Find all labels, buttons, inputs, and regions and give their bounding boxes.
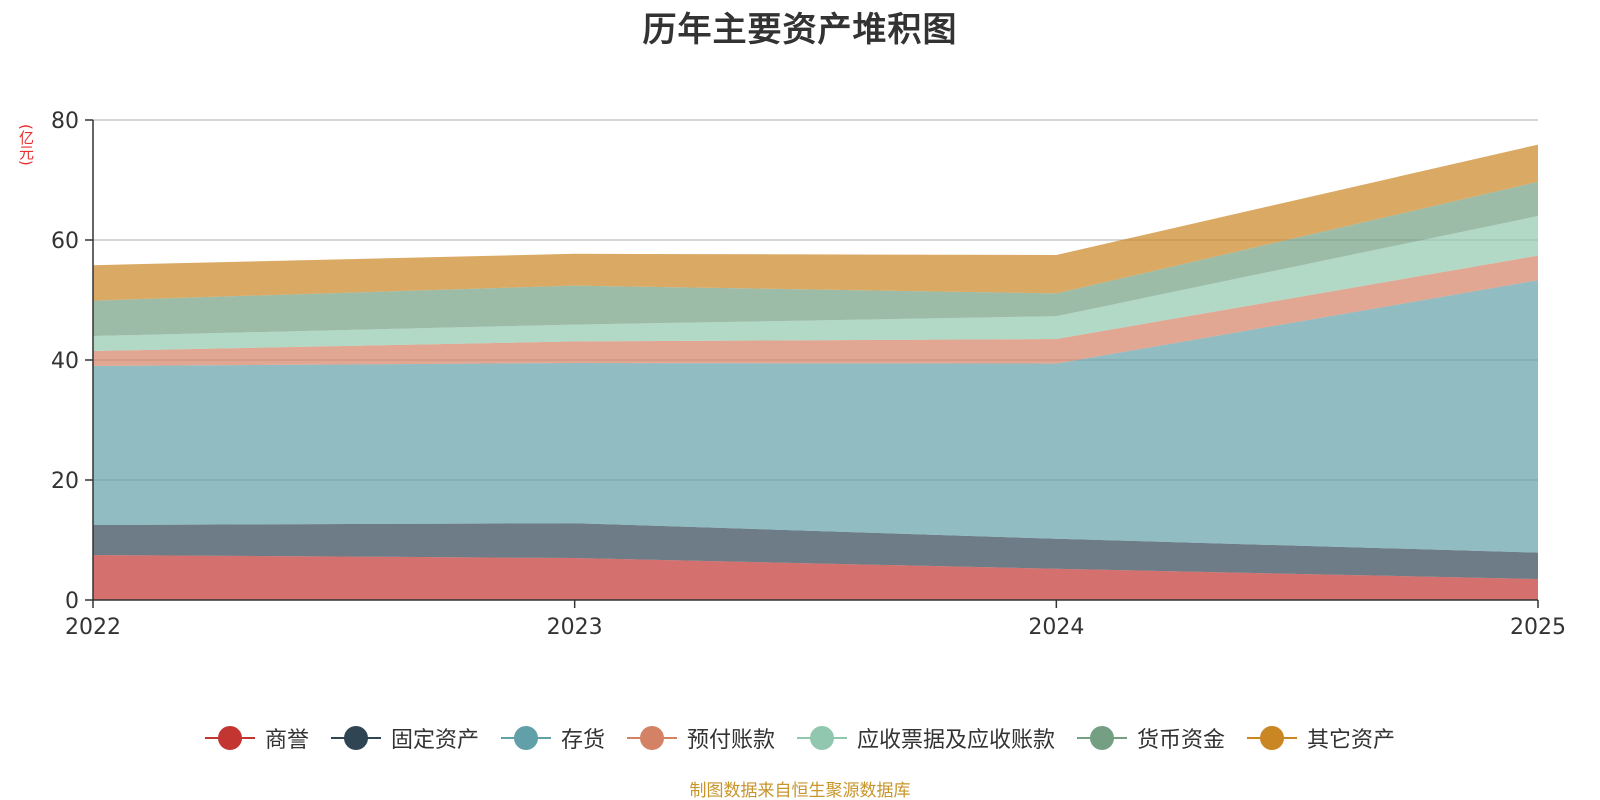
legend-marker-icon bbox=[626, 725, 677, 751]
x-tick-label: 2024 bbox=[1028, 615, 1084, 640]
legend-item-2[interactable]: 存货 bbox=[500, 722, 605, 754]
legend-label: 货币资金 bbox=[1137, 728, 1226, 753]
legend-label: 应收票据及应收账款 bbox=[857, 728, 1056, 753]
legend-item-5[interactable]: 货币资金 bbox=[1077, 722, 1225, 754]
legend-label: 商誉 bbox=[264, 728, 309, 753]
area-series-0[interactable] bbox=[93, 555, 1538, 600]
legend-item-6[interactable]: 其它资产 bbox=[1247, 722, 1395, 754]
legend-label: 预付账款 bbox=[686, 728, 775, 753]
legend-marker-icon bbox=[500, 725, 551, 751]
legend-marker-icon bbox=[797, 725, 847, 751]
legend-item-1[interactable]: 固定资产 bbox=[330, 722, 479, 754]
chart-title: 历年主要资产堆积图 bbox=[642, 10, 958, 50]
y-tick-label: 40 bbox=[51, 349, 79, 374]
axis-layer: 0 20 40 60 80 2022 2023 2024 2025 bbox=[51, 109, 1566, 640]
legend-marker-icon bbox=[204, 725, 255, 751]
area-series-2[interactable] bbox=[93, 280, 1538, 553]
y-tick-label: 0 bbox=[65, 589, 79, 614]
y-tick-label: 80 bbox=[51, 109, 79, 134]
legend-label: 其它资产 bbox=[1307, 728, 1396, 753]
legend-marker-icon bbox=[1247, 725, 1298, 751]
area-series-4[interactable] bbox=[93, 216, 1538, 351]
legend-item-3[interactable]: 预付账款 bbox=[626, 722, 775, 754]
y-tick-label: 60 bbox=[51, 229, 79, 254]
area-series-6[interactable] bbox=[93, 144, 1538, 301]
area-series-1[interactable] bbox=[93, 523, 1538, 579]
legend-item-4[interactable]: 应收票据及应收账款 bbox=[797, 722, 1055, 754]
legend-marker-icon bbox=[330, 725, 381, 751]
area-series-3[interactable] bbox=[93, 255, 1538, 366]
x-tick-label: 2023 bbox=[547, 615, 603, 640]
area-series-5[interactable] bbox=[93, 181, 1538, 336]
y-axis-unit-label: (亿元) bbox=[17, 124, 35, 166]
area-layer bbox=[93, 144, 1538, 600]
legend-marker-icon bbox=[1077, 725, 1128, 751]
legend-item-0[interactable]: 商誉 bbox=[204, 722, 309, 754]
x-tick-label: 2022 bbox=[65, 615, 121, 640]
chart-legend: 商誉 固定资产 存货 预付账款 应收票据及应收账款 货币资金 其它资产 bbox=[0, 722, 1600, 754]
legend-label: 存货 bbox=[560, 728, 605, 753]
data-source-note: 制图数据来自恒生聚源数据库 bbox=[689, 781, 911, 800]
y-tick-label: 20 bbox=[51, 469, 79, 494]
legend-label: 固定资产 bbox=[390, 728, 479, 753]
x-tick-label: 2025 bbox=[1510, 615, 1566, 640]
